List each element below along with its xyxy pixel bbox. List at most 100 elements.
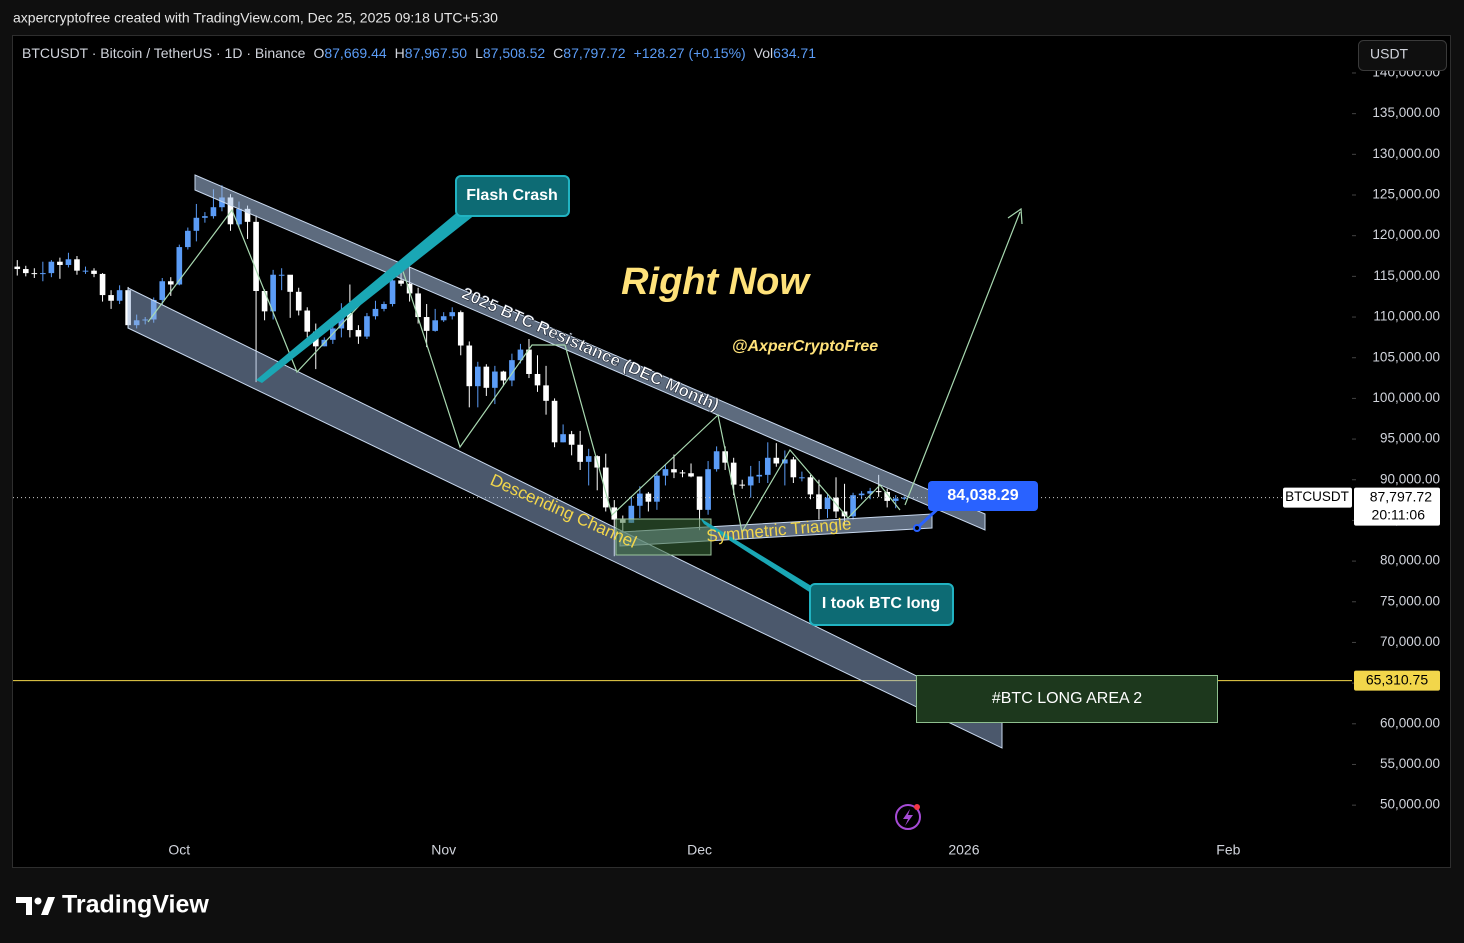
last-price-name: BTCUSDT xyxy=(1285,489,1349,504)
y-tick-label: 80,000.00 xyxy=(1380,553,1440,568)
alert-dot xyxy=(914,804,920,810)
flash-crash-label: Flash Crash xyxy=(466,187,558,204)
candle-body xyxy=(483,366,490,388)
candle-body xyxy=(474,366,481,387)
candle-body xyxy=(884,491,891,501)
candle-body xyxy=(270,274,276,312)
candle-body xyxy=(116,290,123,301)
volume-value: 634.71 xyxy=(773,45,816,61)
candle-body xyxy=(645,493,652,502)
candle-body xyxy=(671,469,677,473)
last-price-label: 87,797.72 xyxy=(1370,488,1432,504)
candle-body xyxy=(534,373,541,386)
candle-body xyxy=(679,472,686,474)
candle-body xyxy=(347,312,353,331)
resistance-band xyxy=(194,174,986,531)
candle-body xyxy=(74,259,80,271)
candle-body xyxy=(338,312,345,329)
candle-body xyxy=(65,259,72,265)
candle-body xyxy=(764,457,771,475)
candle-body xyxy=(40,273,46,275)
candle-body xyxy=(193,217,200,231)
close-label: C xyxy=(553,45,563,61)
footer-brand: TradingView xyxy=(62,891,209,919)
open-label: O xyxy=(313,45,324,61)
right-now-label: Right Now xyxy=(621,261,811,303)
y-tick-label: 100,000.00 xyxy=(1372,390,1440,405)
candle-body xyxy=(696,476,703,510)
candle-body xyxy=(901,497,908,499)
volume-label: Vol xyxy=(754,45,773,61)
legend: BTCUSDT · Bitcoin / TetherUS · 1D · Bina… xyxy=(22,45,816,61)
y-tick-label: 70,000.00 xyxy=(1380,634,1440,649)
logo-mark xyxy=(16,897,32,915)
x-tick-label: Nov xyxy=(431,842,456,858)
x-tick-label: Dec xyxy=(687,842,712,858)
candle-body xyxy=(637,493,643,506)
y-tick-label: 135,000.00 xyxy=(1372,105,1440,120)
level-label: 65,310.75 xyxy=(1366,671,1428,687)
header: axpercryptofree created with TradingView… xyxy=(13,10,498,26)
candle-body xyxy=(355,330,362,337)
candle-body xyxy=(57,261,63,265)
flash-crash-box xyxy=(455,175,570,217)
candle-body xyxy=(628,505,635,523)
footer-logo: TradingView xyxy=(16,891,209,919)
y-tick-label: 120,000.00 xyxy=(1372,227,1440,242)
candle-body xyxy=(372,308,379,317)
candle-body xyxy=(747,476,754,486)
candle-body xyxy=(756,474,763,477)
candle-body xyxy=(278,274,285,276)
candle-body xyxy=(219,197,225,208)
long-entry-label: I took BTC long xyxy=(822,595,940,612)
candle-body xyxy=(585,456,592,462)
candle-body xyxy=(82,270,89,272)
candle-body xyxy=(244,208,251,222)
target-box xyxy=(928,481,1038,511)
candle-body xyxy=(816,494,822,510)
candle-body xyxy=(457,312,464,346)
channel-band xyxy=(127,287,1003,749)
candle-body xyxy=(824,497,831,510)
candle-body xyxy=(108,295,114,301)
long-entry-box xyxy=(809,583,954,626)
candle-body xyxy=(875,491,882,493)
y-tick-label: 55,000.00 xyxy=(1380,756,1440,771)
y-tick-label: 105,000.00 xyxy=(1372,349,1440,364)
close-value: 87,797.72 xyxy=(563,45,625,61)
symbol: BTCUSDT · Bitcoin / TetherUS · 1D · Bina… xyxy=(22,45,306,61)
chart-panel xyxy=(12,35,1451,868)
alert-icon[interactable] xyxy=(895,804,921,830)
candle-body xyxy=(858,493,865,496)
logo-slash xyxy=(41,897,55,915)
candle-body xyxy=(509,360,515,381)
candle-body xyxy=(185,230,191,248)
candle-body xyxy=(705,469,711,510)
y-tick-label: 60,000.00 xyxy=(1380,715,1440,730)
candle-body xyxy=(867,491,873,494)
target-label: 84,038.29 xyxy=(947,487,1018,504)
y-tick-label: 130,000.00 xyxy=(1372,146,1440,161)
candle-body xyxy=(415,293,421,318)
candle-body xyxy=(210,207,217,217)
candle-body xyxy=(99,273,106,296)
open-value: 87,669.44 xyxy=(324,45,386,61)
candle-body xyxy=(517,349,524,361)
candle-body xyxy=(261,291,268,312)
logo-dot xyxy=(34,897,42,905)
candle-body xyxy=(14,266,21,270)
currency-label: USDT xyxy=(1370,46,1409,62)
arrow-head xyxy=(1007,207,1023,225)
candle-body xyxy=(790,459,797,478)
low-value: 87,508.52 xyxy=(483,45,545,61)
candle-body xyxy=(850,495,856,517)
candle-body xyxy=(560,434,566,443)
countdown-label: 20:11:06 xyxy=(1372,506,1426,522)
candle-body xyxy=(287,274,293,292)
high-value: 87,967.50 xyxy=(405,45,467,61)
x-tick-label: 2026 xyxy=(948,842,979,858)
candle-body xyxy=(492,371,498,388)
y-tick-label: 110,000.00 xyxy=(1373,309,1440,324)
currency-button[interactable] xyxy=(1358,40,1447,71)
